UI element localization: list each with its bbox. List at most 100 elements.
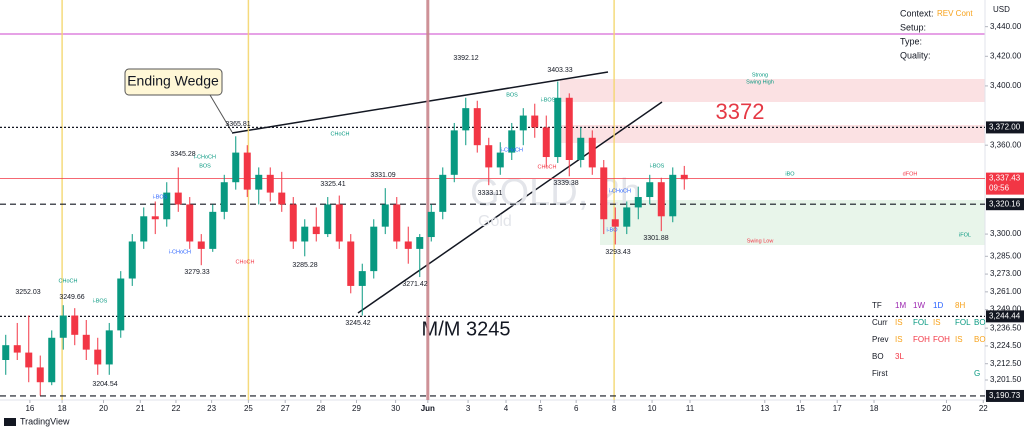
- table-cell: TF: [872, 301, 882, 310]
- structure-label: CHoCH: [236, 259, 255, 265]
- x-tick-label: 18: [58, 404, 67, 413]
- candle-body: [416, 237, 424, 249]
- x-tick-label: 8: [612, 404, 617, 413]
- candle-body: [450, 130, 458, 175]
- candle-body: [611, 219, 619, 227]
- level-badge: [986, 389, 1024, 402]
- table-cell: 1W: [913, 301, 925, 310]
- x-tick-label: 30: [391, 404, 400, 413]
- price-label: 3403.33: [547, 67, 572, 74]
- level-label: 3,320.16: [989, 199, 1021, 208]
- price-label: 3345.28: [170, 151, 195, 158]
- table-cell: BO: [872, 352, 884, 361]
- x-tick-label: 4: [504, 404, 509, 413]
- candle-body: [657, 182, 665, 217]
- candle-body: [59, 315, 67, 338]
- structure-label: i-BO: [607, 227, 619, 233]
- x-tick-label: 13: [760, 404, 769, 413]
- candle-body: [324, 204, 332, 235]
- info-label: Setup:: [900, 22, 926, 32]
- wedge-upper: [231, 71, 609, 134]
- callout-box: [124, 68, 223, 96]
- candle-body: [25, 352, 33, 368]
- price-label: 3325.41: [320, 181, 345, 188]
- x-tick-label: 27: [281, 404, 290, 413]
- candle-body: [2, 345, 10, 360]
- candle-body: [117, 278, 125, 331]
- candle-body: [531, 115, 539, 128]
- candle-body: [197, 241, 205, 249]
- x-tick-label: 17: [833, 404, 842, 413]
- currency: USD: [993, 5, 1010, 14]
- structure-label: CHoCH: [59, 278, 78, 284]
- table-cell: 8H: [955, 301, 965, 310]
- structure-label: dFOH: [903, 171, 918, 177]
- candle-body: [577, 137, 585, 160]
- candle-body: [255, 174, 263, 190]
- x-tick-label: 11: [686, 404, 695, 413]
- price-label: 3301.88: [643, 235, 668, 242]
- structure-label: BOS: [506, 92, 518, 98]
- info-label: Type:: [900, 36, 922, 46]
- price-label: 3339.38: [553, 180, 578, 187]
- structure-label: CHoCH: [538, 164, 557, 170]
- candle-body: [565, 97, 573, 160]
- candle-body: [36, 367, 44, 383]
- y-tick-label: 3,400.00: [990, 81, 1022, 90]
- structure-label: i-BOS: [153, 194, 168, 200]
- table-cell: FOL: [955, 318, 971, 327]
- candle-body: [105, 330, 113, 365]
- price-label: 3333.11: [478, 190, 503, 197]
- x-tick-label: 20: [99, 404, 108, 413]
- level-badge: [986, 198, 1024, 211]
- table-cell: 1D: [933, 301, 943, 310]
- x-tick-label: 3: [466, 404, 471, 413]
- level-label: 3,244.44: [989, 311, 1021, 320]
- structure-label: i-CHoCH: [169, 249, 191, 255]
- structure-label: Swing Low: [747, 238, 774, 244]
- candle-body: [600, 167, 608, 220]
- price-label: 3245.42: [345, 320, 370, 327]
- table-cell: Curr: [872, 318, 888, 327]
- candle-body: [220, 182, 228, 212]
- candle-body: [335, 204, 343, 242]
- candle-body: [301, 226, 309, 242]
- table-cell: FOH: [933, 335, 950, 344]
- candle-body: [174, 192, 182, 205]
- y-tick-label: 3,224.50: [990, 341, 1022, 350]
- candle-body: [358, 271, 366, 286]
- wedge-lower: [357, 101, 663, 314]
- info-value: REV Cont: [937, 9, 973, 18]
- table-cell: IS: [955, 335, 963, 344]
- structure-label: Swing High: [746, 79, 774, 85]
- candle-body: [669, 174, 677, 217]
- info-label: Context:: [900, 8, 934, 18]
- price-label: 3252.03: [15, 289, 40, 296]
- structure-label: Strong: [752, 72, 768, 78]
- level-label: 3,372.00: [989, 123, 1021, 132]
- candle-body: [393, 204, 401, 242]
- candle-body: [588, 137, 596, 168]
- structure-label: iFOL: [959, 232, 971, 238]
- y-tick-label: 3,420.00: [990, 51, 1022, 60]
- footer: TradingView: [20, 416, 70, 426]
- candle-body: [680, 174, 688, 180]
- structure-label: i-BOS: [541, 97, 556, 103]
- table-cell: IS: [895, 335, 903, 344]
- y-tick-label: 3,440.00: [990, 22, 1022, 31]
- candle-body: [508, 130, 516, 153]
- structure-label: i-BOS: [650, 163, 665, 169]
- table-cell: Prev: [872, 335, 888, 344]
- level-label: 3,337.43: [989, 174, 1021, 183]
- x-tick-label: 29: [352, 404, 361, 413]
- callout-pointer: [209, 94, 233, 133]
- candle-body: [439, 174, 447, 212]
- candle-body: [266, 174, 274, 193]
- candle-body: [232, 152, 240, 183]
- table-cell: G: [974, 369, 980, 378]
- info-label: Quality:: [900, 50, 931, 60]
- price-label: 3271.42: [402, 281, 427, 288]
- structure-label: i-BOS: [93, 298, 108, 304]
- x-tick-label: 23: [207, 404, 216, 413]
- x-tick-label: 15: [796, 404, 805, 413]
